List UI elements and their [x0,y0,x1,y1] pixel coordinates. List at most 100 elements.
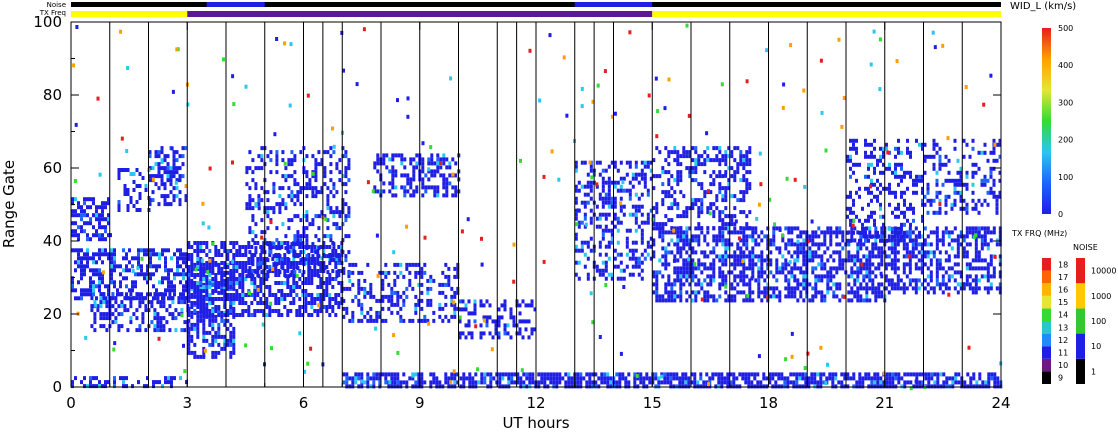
echo-cell [766,238,770,243]
echo-cell [908,250,912,255]
echo-cell [394,153,398,158]
echo-cell [473,307,477,312]
echo-cell [810,376,814,381]
echo-cell [879,206,882,211]
echo-cell [849,190,852,195]
echo-cell [766,254,770,259]
echo-cell [205,330,209,335]
echo-cell [173,288,176,293]
echo-cell [217,249,221,253]
echo-cell [896,282,900,287]
echo-cell [893,234,897,239]
echo-cell [141,176,145,180]
echo-cell [272,190,276,195]
echo-cell [909,174,912,179]
echo-cell [345,384,349,389]
echo-cell [724,258,728,263]
echo-cell [642,376,646,381]
echo-cell [164,256,167,261]
echo-cell [351,314,355,319]
echo-cell [313,301,317,305]
echo-cell [271,309,275,313]
echo-cell [912,218,915,223]
echo-cell [117,312,121,317]
echo-cell [217,262,221,267]
echo-cell [864,138,867,143]
echo-cell [829,266,833,271]
echo-cell [712,158,716,163]
echo-cell [718,282,722,287]
echo-cell [932,142,936,147]
echo-cell [229,277,233,281]
echo-cell [259,265,263,269]
echo-cell [661,234,665,239]
echo-cell [850,298,854,303]
echo-cell [164,292,167,297]
echo-cell [998,258,1002,263]
echo-cell [903,384,907,389]
echo-cell [576,372,580,377]
echo-cell [691,250,695,255]
echo-cell [217,310,221,315]
echo-cell [609,376,613,381]
echo-cell [467,319,471,324]
echo-cell [456,266,460,271]
echo-cell [646,240,650,245]
echo-cell [453,266,457,271]
echo-cell [679,154,683,159]
echo-cell [911,250,915,255]
echo-cell [774,380,778,385]
echo-cell [935,282,939,287]
echo-cell [607,212,611,217]
echo-cell [92,376,95,381]
echo-cell [205,261,209,265]
echo-cell [375,310,379,315]
echo-cell [730,294,734,299]
echo-cell [344,154,348,159]
echo-cell [661,198,665,203]
echo-cell [579,384,583,389]
echo-cell [167,248,170,253]
echo-cell [654,384,658,389]
echo-cell [427,185,431,190]
echo-cell [959,194,963,199]
echo-cell [902,238,906,243]
echo-cell [897,230,900,235]
echo-cell [341,238,345,243]
echo-cell [601,184,605,189]
echo-cell [929,198,933,203]
echo-cell [238,313,242,317]
echo-cell [742,198,746,203]
echo-cell [610,220,614,225]
echo-cell [829,230,833,235]
echo-cell [768,376,772,381]
echo-cell [503,307,507,312]
echo-cell [856,258,860,263]
echo-cell [74,213,77,218]
echo-cell [849,138,852,143]
echo-cell [286,309,290,313]
echo-cell [882,238,885,243]
echo-cell [530,303,534,308]
echo-cell [214,281,218,285]
echo-cell [153,328,157,333]
echo-cell [670,194,674,199]
echo-cell [864,174,867,179]
echo-cell [464,303,468,308]
echo-cell [116,288,119,293]
echo-cell [965,210,969,215]
echo-cell [80,209,83,214]
echo-cell [634,212,638,217]
echo-cell [685,242,689,247]
echo-cell [974,286,978,291]
echo-cell [655,282,659,287]
echo-cell [588,372,592,377]
echo-cell [326,198,330,203]
echo-cell [914,246,918,251]
echo-cell [736,230,740,235]
echo-cell [718,258,722,263]
echo-cell [986,278,990,283]
echo-cell [421,165,425,170]
echo-cell [950,274,954,279]
echo-cell [266,190,270,195]
